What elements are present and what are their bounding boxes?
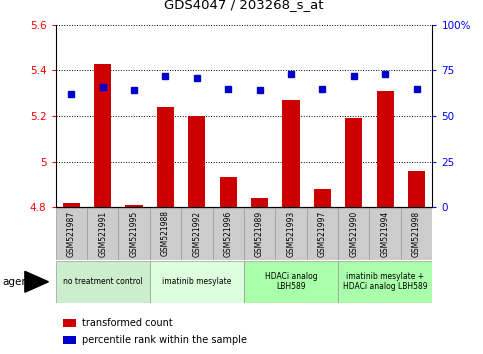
Bar — [345, 118, 362, 207]
Text: GSM521988: GSM521988 — [161, 210, 170, 256]
Text: GSM521995: GSM521995 — [129, 210, 139, 257]
Polygon shape — [25, 271, 48, 292]
Bar — [275, 208, 307, 260]
Bar — [63, 202, 80, 207]
Bar — [157, 107, 174, 207]
Text: GSM521991: GSM521991 — [98, 210, 107, 257]
Bar — [244, 261, 338, 303]
Bar — [188, 116, 205, 207]
Bar — [126, 205, 142, 207]
Bar — [283, 100, 299, 207]
Bar — [181, 208, 213, 260]
Bar — [150, 208, 181, 260]
Bar — [56, 261, 150, 303]
Text: percentile rank within the sample: percentile rank within the sample — [82, 335, 247, 345]
Bar — [338, 261, 432, 303]
Bar — [307, 208, 338, 260]
Text: GSM521997: GSM521997 — [318, 210, 327, 257]
Text: GDS4047 / 203268_s_at: GDS4047 / 203268_s_at — [164, 0, 324, 11]
Text: imatinib mesylate +
HDACi analog LBH589: imatinib mesylate + HDACi analog LBH589 — [343, 272, 427, 291]
Bar — [94, 63, 111, 207]
Text: imatinib mesylate: imatinib mesylate — [162, 277, 231, 286]
Text: GSM521992: GSM521992 — [192, 210, 201, 257]
Bar — [118, 208, 150, 260]
Bar — [244, 208, 275, 260]
Text: agent: agent — [2, 277, 32, 287]
Bar — [369, 208, 401, 260]
Bar — [401, 208, 432, 260]
Text: GSM521987: GSM521987 — [67, 210, 76, 257]
Bar — [87, 208, 118, 260]
Text: GSM521994: GSM521994 — [381, 210, 390, 257]
Bar — [63, 336, 76, 344]
Bar — [377, 91, 394, 207]
Bar — [213, 208, 244, 260]
Text: GSM521996: GSM521996 — [224, 210, 233, 257]
Text: GSM521993: GSM521993 — [286, 210, 296, 257]
Text: GSM521990: GSM521990 — [349, 210, 358, 257]
Text: transformed count: transformed count — [82, 318, 172, 328]
Bar — [56, 208, 87, 260]
Bar — [314, 189, 331, 207]
Bar — [220, 177, 237, 207]
Text: GSM521998: GSM521998 — [412, 210, 421, 257]
Bar — [251, 198, 268, 207]
Bar — [150, 261, 244, 303]
Bar — [63, 319, 76, 327]
Text: GSM521989: GSM521989 — [255, 210, 264, 257]
Bar — [338, 208, 369, 260]
Text: no treatment control: no treatment control — [63, 277, 142, 286]
Bar — [408, 171, 425, 207]
Text: HDACi analog
LBH589: HDACi analog LBH589 — [265, 272, 317, 291]
